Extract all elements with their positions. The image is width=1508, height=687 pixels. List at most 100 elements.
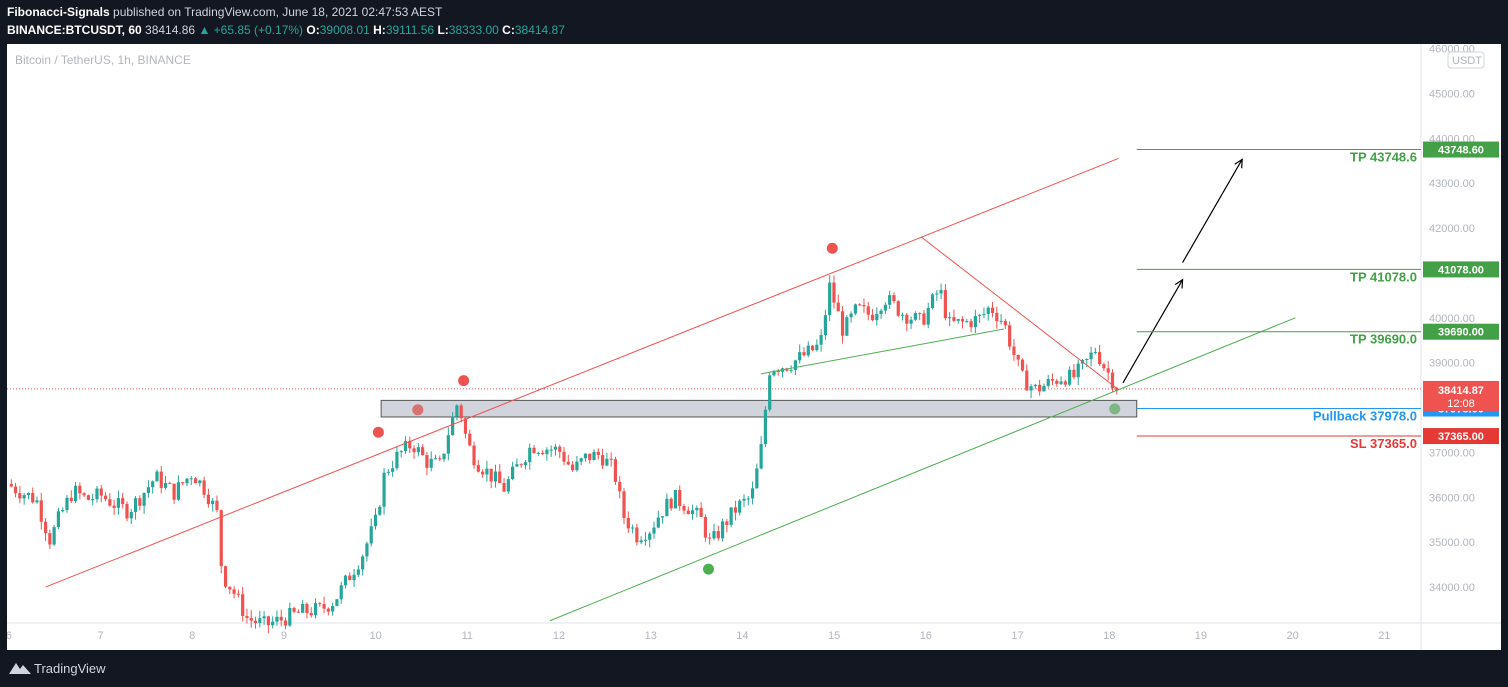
candle-body [879,310,883,314]
y-tick-label: 35000.00 [1429,537,1475,549]
candle-body [352,574,356,581]
candle-body [905,314,909,324]
candle-body [918,313,922,315]
candle-body [202,480,206,495]
candle-body [742,498,746,501]
candle-body [378,506,382,515]
candle-body [746,498,750,500]
x-tick-label: 11 [462,630,473,642]
candle-body [930,294,935,309]
candle-body [969,321,973,328]
candle-body [1003,320,1007,326]
price-chart[interactable]: 34000.0035000.0036000.0037000.0038000.00… [7,44,1501,650]
low-value: 38333.00 [448,23,499,37]
candle-body [56,511,61,528]
publish-header: Fibonacci-Signals published on TradingVi… [0,0,1508,44]
candle-body [1038,384,1042,392]
support-zone [380,399,1138,418]
candle-body [279,616,283,621]
high-label: H: [373,23,386,37]
candle-body [103,495,108,500]
candle-body [99,488,103,496]
candle-body [618,481,622,492]
price-label: 38414.86 [145,23,196,37]
candle-body [26,493,31,496]
candle-body [339,585,343,600]
candle-body [836,302,840,312]
candle-body [262,616,266,619]
candle-body [193,478,198,484]
candle-body [682,505,686,511]
candle-body [223,566,228,587]
level-price-tag-label: 41078.00 [1438,264,1484,276]
candle-body [502,482,506,492]
candle-body [579,458,583,462]
candle-body [888,295,892,305]
candle-body [356,569,360,575]
level-price-tag-label: 37365.00 [1438,431,1484,443]
candle-body [656,517,660,528]
candle-body [163,482,168,488]
candle-body [416,447,420,453]
candle-body [622,491,626,518]
chart-area[interactable]: 34000.0035000.0036000.0037000.0038000.00… [7,44,1501,650]
candle-body [528,447,532,463]
candle-body [429,458,433,468]
candle-body [1110,372,1115,388]
x-tick-label: 19 [1195,630,1207,642]
chart-subtitle: Bitcoin / TetherUS, 1h, BINANCE [15,53,191,67]
candle-body [472,445,476,466]
candle-body [498,471,502,483]
candle-body [686,510,690,515]
y-tick-label: 37000.00 [1429,447,1475,459]
candle-body [858,304,862,306]
candle-body [232,589,236,594]
candle-body [793,360,798,371]
candle-body [425,455,429,468]
x-tick-label: 14 [736,630,748,642]
candle-body [335,599,339,606]
candle-body [43,521,48,534]
candle-body [181,482,185,484]
candle-body [605,458,609,466]
candle-body [365,543,369,557]
tradingview-logo-icon[interactable] [8,660,32,676]
publish-line: Fibonacci-Signals published on TradingVi… [7,5,442,19]
candle-body [978,314,982,317]
candle-body [168,482,172,484]
candle-body [22,495,26,499]
tradingview-brand[interactable]: TradingView [34,661,106,676]
candle-body [725,521,729,525]
candle-body [399,451,403,453]
candle-body [176,482,180,500]
candle-body [613,459,618,482]
candle-body [575,461,579,471]
candle-body [142,493,146,506]
x-tick-label: 8 [189,630,195,642]
candle-body [146,487,150,494]
candle-body [253,620,258,623]
candle-body [343,575,348,586]
candle-body [271,621,275,626]
candle-body [476,465,480,472]
x-tick-label: 12 [553,630,565,642]
candle-body [720,521,725,539]
candle-body [1008,325,1012,347]
candle-body [35,500,39,503]
y-tick-label: 42000.00 [1429,223,1475,235]
candle-body [626,517,630,529]
candle-body [391,468,395,472]
candle-body [956,319,960,321]
candle-body [1072,369,1076,378]
candle-body [789,370,793,372]
level-price-tag [1423,141,1499,158]
candle-body [652,527,656,534]
candle-body [446,435,450,454]
candle-body [913,313,917,320]
publisher-name[interactable]: Fibonacci-Signals [7,5,110,19]
candle-body [648,533,652,540]
candle-body [875,313,879,321]
x-tick-label: 9 [281,630,287,642]
candle-body [198,480,202,484]
candle-body [69,497,73,502]
